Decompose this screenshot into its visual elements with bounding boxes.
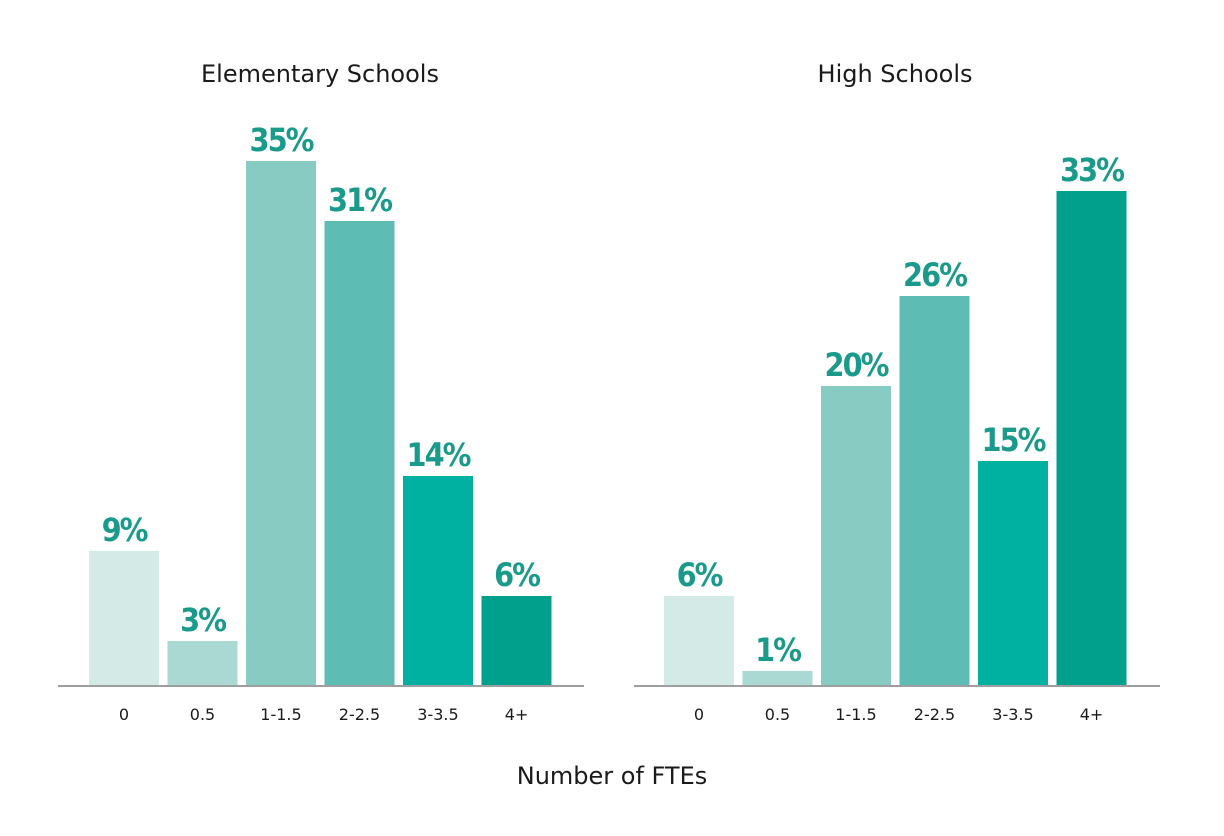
value-label-elementary-3: 31% bbox=[328, 181, 392, 219]
chart-panel-elementary: Elementary Schools 9% 0 3% 0.5 35% 1-1.5 31% 2-… bbox=[58, 60, 584, 724]
x-tick-label-high-3: 2-2.5 bbox=[914, 705, 955, 724]
x-tick-label-elementary-4: 3-3.5 bbox=[417, 705, 458, 724]
x-tick-label-elementary-0: 0 bbox=[119, 705, 129, 724]
value-label-elementary-2: 35% bbox=[250, 121, 314, 159]
x-tick-label-high-4: 3-3.5 bbox=[992, 705, 1033, 724]
value-label-high-5: 33% bbox=[1060, 151, 1124, 189]
x-tick-label-elementary-5: 4+ bbox=[505, 705, 529, 724]
x-tick-label-high-5: 4+ bbox=[1080, 705, 1104, 724]
bar-high-0 bbox=[664, 596, 734, 686]
chart-title-elementary: Elementary Schools bbox=[201, 60, 439, 88]
x-tick-label-high-0: 0 bbox=[694, 705, 704, 724]
bar-high-4 bbox=[978, 461, 1048, 686]
bar-elementary-1 bbox=[167, 641, 238, 686]
chart-panel-high: High Schools 6% 0 1% 0.5 20% 1-1.5 26% 2-2.5 15%… bbox=[634, 60, 1160, 724]
bar-high-2 bbox=[821, 386, 891, 686]
x-tick-label-high-1: 0.5 bbox=[765, 705, 790, 724]
value-label-high-2: 20% bbox=[825, 346, 889, 384]
value-label-high-0: 6% bbox=[677, 556, 723, 594]
x-tick-label-elementary-1: 0.5 bbox=[190, 705, 215, 724]
bar-elementary-2 bbox=[246, 161, 316, 686]
value-label-high-4: 15% bbox=[982, 421, 1046, 459]
bars-elementary: 9% 0 3% 0.5 35% 1-1.5 31% 2-2.5 14% 3-3.5 6% 4+ bbox=[89, 121, 552, 724]
bar-elementary-3 bbox=[324, 221, 395, 686]
x-tick-label-high-2: 1-1.5 bbox=[835, 705, 876, 724]
value-label-elementary-5: 6% bbox=[494, 556, 540, 594]
value-label-elementary-4: 14% bbox=[407, 436, 471, 474]
bar-high-5 bbox=[1056, 191, 1127, 686]
value-label-high-3: 26% bbox=[903, 256, 967, 294]
value-label-elementary-1: 3% bbox=[180, 601, 226, 639]
bars-high: 6% 0 1% 0.5 20% 1-1.5 26% 2-2.5 15% 3-3.5 33% 4+ bbox=[664, 151, 1127, 724]
chart-title-high: High Schools bbox=[818, 60, 973, 88]
x-tick-label-elementary-2: 1-1.5 bbox=[260, 705, 301, 724]
x-tick-label-elementary-3: 2-2.5 bbox=[339, 705, 380, 724]
value-label-elementary-0: 9% bbox=[102, 511, 148, 549]
bar-elementary-0 bbox=[89, 551, 159, 686]
bar-elementary-5 bbox=[481, 596, 552, 686]
bar-high-3 bbox=[899, 296, 970, 686]
bar-elementary-4 bbox=[403, 476, 473, 686]
value-label-high-1: 1% bbox=[755, 631, 801, 669]
x-axis-title: Number of FTEs bbox=[517, 762, 708, 790]
bar-high-1 bbox=[742, 671, 813, 686]
